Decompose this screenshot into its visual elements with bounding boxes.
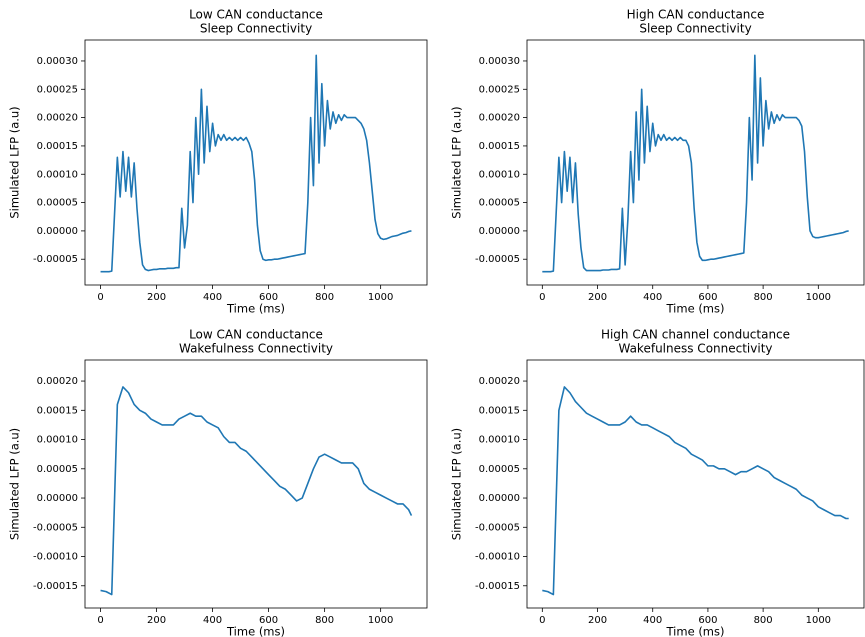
y-tick-label: 0.00010 (479, 169, 520, 180)
axes-frame (526, 359, 865, 609)
chart-title: Low CAN conductance (189, 8, 323, 22)
y-tick-label: 0.00030 (37, 56, 78, 67)
y-tick-label: 0.00010 (37, 435, 78, 446)
x-tick-label: 0 (539, 615, 545, 626)
x-tick-label: 1000 (806, 292, 831, 303)
x-tick-label: 200 (147, 292, 166, 303)
x-tick-label: 800 (754, 615, 773, 626)
y-tick-label: 0.00025 (479, 84, 520, 95)
y-tick-label: 0.00015 (37, 141, 78, 152)
chart-title: High CAN conductance (627, 8, 765, 22)
x-tick-label: 600 (259, 615, 278, 626)
x-axis-label: Time (ms) (666, 302, 725, 316)
y-tick-label: -0.00005 (475, 522, 520, 533)
x-tick-label: 0 (97, 615, 103, 626)
y-axis-label: Simulated LFP (a.u) (8, 106, 22, 218)
y-tick-label: 0.00010 (479, 435, 520, 446)
y-tick-label: -0.00015 (475, 581, 520, 592)
chart-subtitle: Wakefulness Connectivity (179, 342, 333, 356)
y-tick-label: 0.00005 (37, 464, 78, 475)
x-tick-label: 800 (754, 292, 773, 303)
y-tick-label: 0.00005 (37, 198, 78, 209)
x-tick-label: 200 (147, 615, 166, 626)
x-tick-label: 400 (203, 292, 222, 303)
x-tick-label: 1000 (368, 292, 393, 303)
y-tick-label: 0.00000 (37, 226, 78, 237)
chart-title: Low CAN conductance (189, 328, 323, 342)
x-tick-label: 1000 (368, 615, 393, 626)
y-tick-label: 0.00020 (479, 376, 520, 387)
x-axis-label: Time (ms) (666, 625, 725, 637)
y-tick-label: -0.00005 (33, 522, 78, 533)
x-tick-label: 600 (698, 615, 717, 626)
chart-subtitle: Sleep Connectivity (639, 22, 751, 36)
x-axis-label: Time (ms) (226, 625, 285, 637)
data-line (542, 54, 849, 273)
y-tick-label: 0.00000 (37, 493, 78, 504)
y-tick-label: 0.00025 (37, 84, 78, 95)
chart-subtitle: Sleep Connectivity (200, 22, 312, 36)
y-tick-label: -0.00005 (475, 254, 520, 265)
y-tick-label: 0.00015 (37, 405, 78, 416)
y-tick-label: -0.00015 (33, 581, 78, 592)
y-tick-label: 0.00005 (479, 464, 520, 475)
y-tick-label: -0.00010 (33, 552, 78, 563)
y-tick-label: 0.00000 (479, 226, 520, 237)
y-tick-label: -0.00005 (33, 254, 78, 265)
x-tick-label: 400 (643, 292, 662, 303)
data-line (100, 386, 413, 596)
x-tick-label: 0 (97, 292, 103, 303)
data-line (542, 386, 849, 596)
x-axis-label: Time (ms) (226, 302, 285, 316)
x-tick-label: 200 (588, 292, 607, 303)
x-tick-label: 400 (643, 615, 662, 626)
y-tick-label: 0.00005 (479, 198, 520, 209)
axes-frame (84, 359, 428, 609)
y-axis-label: Simulated LFP (a.u) (450, 106, 464, 218)
x-tick-label: 400 (203, 615, 222, 626)
y-tick-label: 0.00010 (37, 169, 78, 180)
x-tick-label: 600 (698, 292, 717, 303)
x-tick-label: 200 (588, 615, 607, 626)
chart-subtitle: Wakefulness Connectivity (618, 342, 772, 356)
y-tick-label: -0.00010 (475, 552, 520, 563)
y-axis-label: Simulated LFP (a.u) (450, 428, 464, 540)
y-tick-label: 0.00015 (479, 141, 520, 152)
y-tick-label: 0.00030 (479, 56, 520, 67)
axes-frame (526, 39, 865, 286)
y-axis-label: Simulated LFP (a.u) (8, 428, 22, 540)
data-line (100, 54, 412, 273)
x-tick-label: 600 (259, 292, 278, 303)
axes-frame (84, 39, 428, 286)
x-tick-label: 0 (539, 292, 545, 303)
y-tick-label: 0.00000 (479, 493, 520, 504)
y-tick-label: 0.00020 (479, 113, 520, 124)
y-tick-label: 0.00015 (479, 405, 520, 416)
x-tick-label: 1000 (806, 615, 831, 626)
x-tick-label: 800 (315, 615, 334, 626)
y-tick-label: 0.00020 (37, 376, 78, 387)
chart-title: High CAN channel conductance (601, 328, 790, 342)
y-tick-label: 0.00020 (37, 113, 78, 124)
x-tick-label: 800 (315, 292, 334, 303)
